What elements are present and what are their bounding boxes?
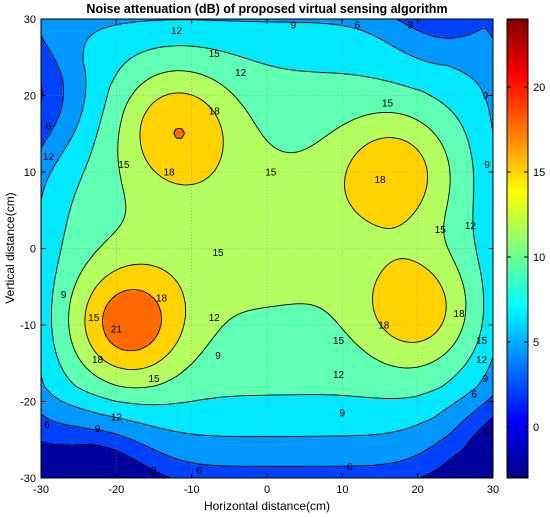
contour-label: 21 xyxy=(111,324,123,335)
colorbar xyxy=(507,19,528,478)
contour-label: 15 xyxy=(333,336,345,347)
contour-label: 9 xyxy=(95,424,101,435)
contour-label: 18 xyxy=(209,106,221,117)
x-tick-label: 30 xyxy=(487,484,499,496)
contour-label: 18 xyxy=(92,355,104,366)
contour-label: 15 xyxy=(435,225,447,236)
contour-label: 15 xyxy=(265,168,277,179)
y-tick-label: 20 xyxy=(24,91,36,103)
contour-label: 12 xyxy=(465,221,477,232)
contour-line-18 xyxy=(102,127,185,352)
contour-label: 15 xyxy=(476,336,488,347)
colorbar-tick-label: 10 xyxy=(533,252,545,264)
contour-label: 9 xyxy=(483,91,489,102)
contour-label: 18 xyxy=(164,168,176,179)
contour-label: 6 xyxy=(347,462,353,473)
contour-label: 9 xyxy=(483,374,489,385)
chart-title: Noise attenuation (dB) of proposed virtu… xyxy=(86,2,447,16)
x-tick-label: -10 xyxy=(184,484,200,496)
contour-label: 12 xyxy=(333,370,345,381)
contour-label: 12 xyxy=(111,412,123,423)
contour-label: 18 xyxy=(454,309,466,320)
contour-label: 15 xyxy=(88,313,100,324)
contour-label: 15 xyxy=(148,374,160,385)
contour-label: 12 xyxy=(476,355,488,366)
contour-label: 12 xyxy=(209,313,221,324)
contour-label: 12 xyxy=(235,68,247,79)
contour-labels: 12 9 6 315129151818151518912612151591518211… xyxy=(43,21,490,477)
x-tick-label: -20 xyxy=(108,484,124,496)
x-tick-label: 10 xyxy=(336,484,348,496)
colorbar-tick-label: 5 xyxy=(533,337,539,349)
contour-label: 9 xyxy=(61,290,67,301)
contour-label: 15 xyxy=(209,49,221,60)
contour-line-3 xyxy=(41,19,493,467)
contour-label: 9 xyxy=(291,21,297,32)
colorbar-frame xyxy=(506,18,529,479)
contour-line-12 xyxy=(68,70,467,389)
contour-label: 15 xyxy=(118,160,130,171)
contour-label: 12 xyxy=(43,152,55,163)
y-tick-label: 30 xyxy=(24,14,36,26)
y-tick-label: -20 xyxy=(20,397,36,409)
y-axis: -30 -20 -10 0 10 20 30 xyxy=(20,14,493,485)
contour-line-15 xyxy=(84,92,447,371)
colorbar-tick-label: 0 xyxy=(533,422,539,434)
contour-line-9 xyxy=(50,45,485,406)
contour-label: 9 xyxy=(215,351,221,362)
contour-label: 18 xyxy=(378,321,390,332)
contour-label: 12 xyxy=(171,26,183,37)
contour-label: 6 xyxy=(46,122,52,133)
contour-label: 3 xyxy=(484,428,490,439)
contour-label: 9 xyxy=(484,160,490,171)
contour-label: 6 xyxy=(196,466,202,477)
contour-label: 6 xyxy=(355,21,361,32)
x-axis-label: Horizontal distance(cm) xyxy=(204,499,330,513)
contour-label: 3 xyxy=(151,466,157,477)
y-tick-label: -10 xyxy=(20,320,36,332)
contour-label: 18 xyxy=(374,175,386,186)
y-tick-label: -30 xyxy=(20,473,36,485)
y-tick-label: 10 xyxy=(24,167,36,179)
colorbar-tick-label: 20 xyxy=(533,82,545,94)
x-axis: -30 -20 -10 0 10 20 30 xyxy=(33,19,499,496)
colorbar-tick-label: 15 xyxy=(533,167,545,179)
contour-label: 18 xyxy=(156,294,168,305)
contour-lines xyxy=(41,19,493,478)
colorbar-ticks: 0 5 10 15 20 xyxy=(507,82,545,434)
x-tick-label: 20 xyxy=(412,484,424,496)
contour-label: 15 xyxy=(212,248,224,259)
contour-label: 15 xyxy=(382,99,394,110)
y-axis-label: Vertical distance(cm) xyxy=(3,192,17,303)
y-tick-label: 0 xyxy=(30,244,36,256)
contour-label: 6 xyxy=(471,389,477,400)
x-tick-label: -30 xyxy=(33,484,49,496)
contour-label: 9 xyxy=(340,408,346,419)
contour-label: 3 xyxy=(407,21,413,32)
contour-label: 6 xyxy=(44,420,50,431)
x-tick-label: 0 xyxy=(264,484,270,496)
